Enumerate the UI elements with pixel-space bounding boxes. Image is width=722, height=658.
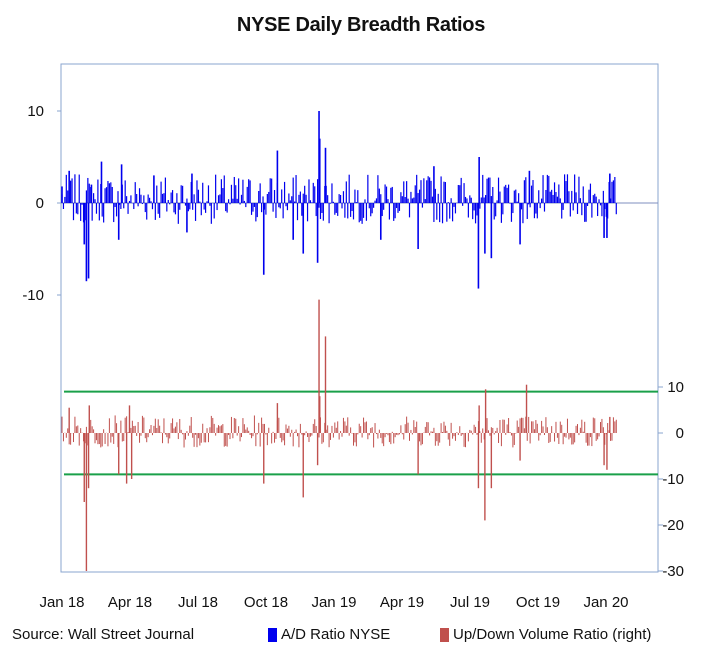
- legend-swatch-volume: [440, 627, 449, 642]
- ad-ratio-series: [61, 111, 658, 289]
- source-note: Source: Wall Street Journal: [12, 626, 195, 643]
- legend-item-volume-ratio: Up/Down Volume Ratio (right): [440, 626, 651, 643]
- right-tick-label: -20: [662, 517, 684, 534]
- legend: Source: Wall Street Journal A/D Ratio NY…: [0, 626, 722, 650]
- left-tick-label: 10: [27, 103, 44, 120]
- right-tick-label: 10: [667, 379, 684, 396]
- x-tick-label: Apr 19: [380, 594, 424, 611]
- right-tick-label: -10: [662, 471, 684, 488]
- x-tick-label: Jan 19: [311, 594, 356, 611]
- right-tick-label: -30: [662, 563, 684, 580]
- volume-ratio-series: [61, 299, 617, 571]
- left-tick-label: 0: [36, 195, 44, 212]
- reference-lines: [64, 390, 658, 476]
- legend-label-ad: A/D Ratio NYSE: [281, 626, 391, 643]
- legend-label-volume: Up/Down Volume Ratio (right): [453, 626, 652, 643]
- plot-area: [60, 63, 659, 573]
- legend-item-ad-ratio: A/D Ratio NYSE: [268, 626, 390, 643]
- x-tick-label: Oct 18: [244, 594, 288, 611]
- left-y-axis: 10 0 -10: [22, 103, 61, 304]
- x-axis: Jan 18 Apr 18 Jul 18 Oct 18 Jan 19 Apr 19 Jul …: [39, 594, 628, 611]
- x-tick-label: Jan 18: [39, 594, 84, 611]
- left-tick-label: -10: [22, 287, 44, 304]
- x-tick-label: Jan 20: [583, 594, 628, 611]
- chart-title: NYSE Daily Breadth Ratios: [236, 14, 486, 36]
- x-tick-label: Jul 18: [178, 594, 218, 611]
- right-y-axis: 10 0 -10 -20 -30: [657, 64, 684, 580]
- x-tick-label: Apr 18: [108, 594, 152, 611]
- x-tick-label: Jul 19: [450, 594, 490, 611]
- right-tick-label: 0: [676, 425, 684, 442]
- x-tick-label: Oct 19: [516, 594, 560, 611]
- legend-swatch-ad: [268, 627, 277, 642]
